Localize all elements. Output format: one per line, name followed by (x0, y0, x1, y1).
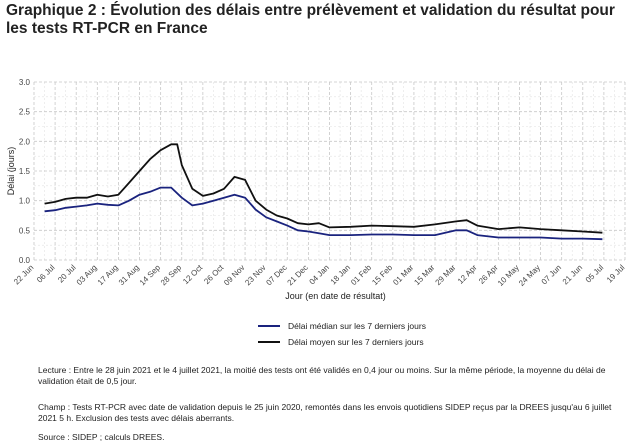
x-tick-label: 06 Jul (35, 263, 57, 285)
x-tick-label: 07 Dec (264, 263, 288, 287)
series-line-median (44, 186, 603, 241)
legend-item-mean: Délai moyen sur les 7 derniers jours (258, 334, 426, 350)
x-tick-label: 04 Jan (308, 263, 331, 286)
note-source: Source : SIDEP ; calculs DREES. (38, 432, 165, 442)
x-tick-label: 10 May (496, 263, 521, 288)
x-tick-label: 17 Aug (96, 263, 120, 287)
x-tick-label: 12 Apr (456, 263, 479, 286)
legend-item-median: Délai médian sur les 7 derniers jours (258, 318, 426, 334)
y-tick-label: 2.0 (19, 137, 31, 146)
x-tick-label: 21 Dec (286, 263, 310, 287)
x-tick-label: 24 May (517, 263, 542, 288)
legend-label-median: Délai médian sur les 7 derniers jours (288, 321, 426, 331)
x-tick-label: 05 Jul (584, 263, 606, 285)
y-tick-label: 0.5 (19, 226, 31, 235)
y-tick-label: 3.0 (19, 78, 31, 87)
x-tick-label: 15 Mar (412, 263, 436, 287)
y-tick-label: 1.5 (19, 167, 31, 176)
x-tick-label: 22 Jun (12, 263, 35, 286)
y-tick-label: 1.0 (19, 197, 31, 206)
x-tick-label: 28 Sep (159, 263, 184, 288)
x-tick-label: 01 Feb (349, 263, 373, 287)
x-tick-label: 21 Jun (561, 263, 584, 286)
x-tick-label: 12 Oct (181, 263, 205, 287)
legend-swatch-mean (258, 341, 280, 343)
x-axis-title: Jour (en date de résultat) (285, 291, 386, 301)
note-lecture: Lecture : Entre le 28 juin 2021 et le 4 … (38, 365, 606, 386)
x-tick-label: 14 Sep (138, 263, 163, 288)
x-tick-label: 29 Mar (434, 263, 458, 287)
y-axis-title: Délai (jours) (6, 147, 16, 196)
y-tick-label: 2.5 (19, 108, 31, 117)
x-tick-label: 03 Aug (75, 263, 99, 287)
note-champ: Champ : Tests RT-PCR avec date de valida… (38, 402, 612, 423)
legend-swatch-median (258, 325, 280, 327)
x-tick-label: 31 Aug (117, 263, 141, 287)
x-tick-label: 07 Jun (540, 263, 563, 286)
x-tick-label: 15 Feb (370, 263, 394, 287)
chart-title: Graphique 2 : Évolution des délais entre… (6, 2, 615, 37)
x-tick-label: 01 Mar (391, 263, 415, 287)
series-line-mean (44, 143, 603, 234)
x-tick-label: 19 Jul (605, 263, 627, 285)
x-tick-label: 09 Nov (222, 263, 246, 287)
x-tick-label: 23 Nov (243, 263, 267, 287)
y-tick-label: 0.0 (19, 256, 31, 265)
legend-label-mean: Délai moyen sur les 7 derniers jours (288, 337, 424, 347)
x-tick-label: 18 Jan (329, 263, 352, 286)
chart-legend: Délai médian sur les 7 derniers jours Dé… (258, 318, 426, 350)
